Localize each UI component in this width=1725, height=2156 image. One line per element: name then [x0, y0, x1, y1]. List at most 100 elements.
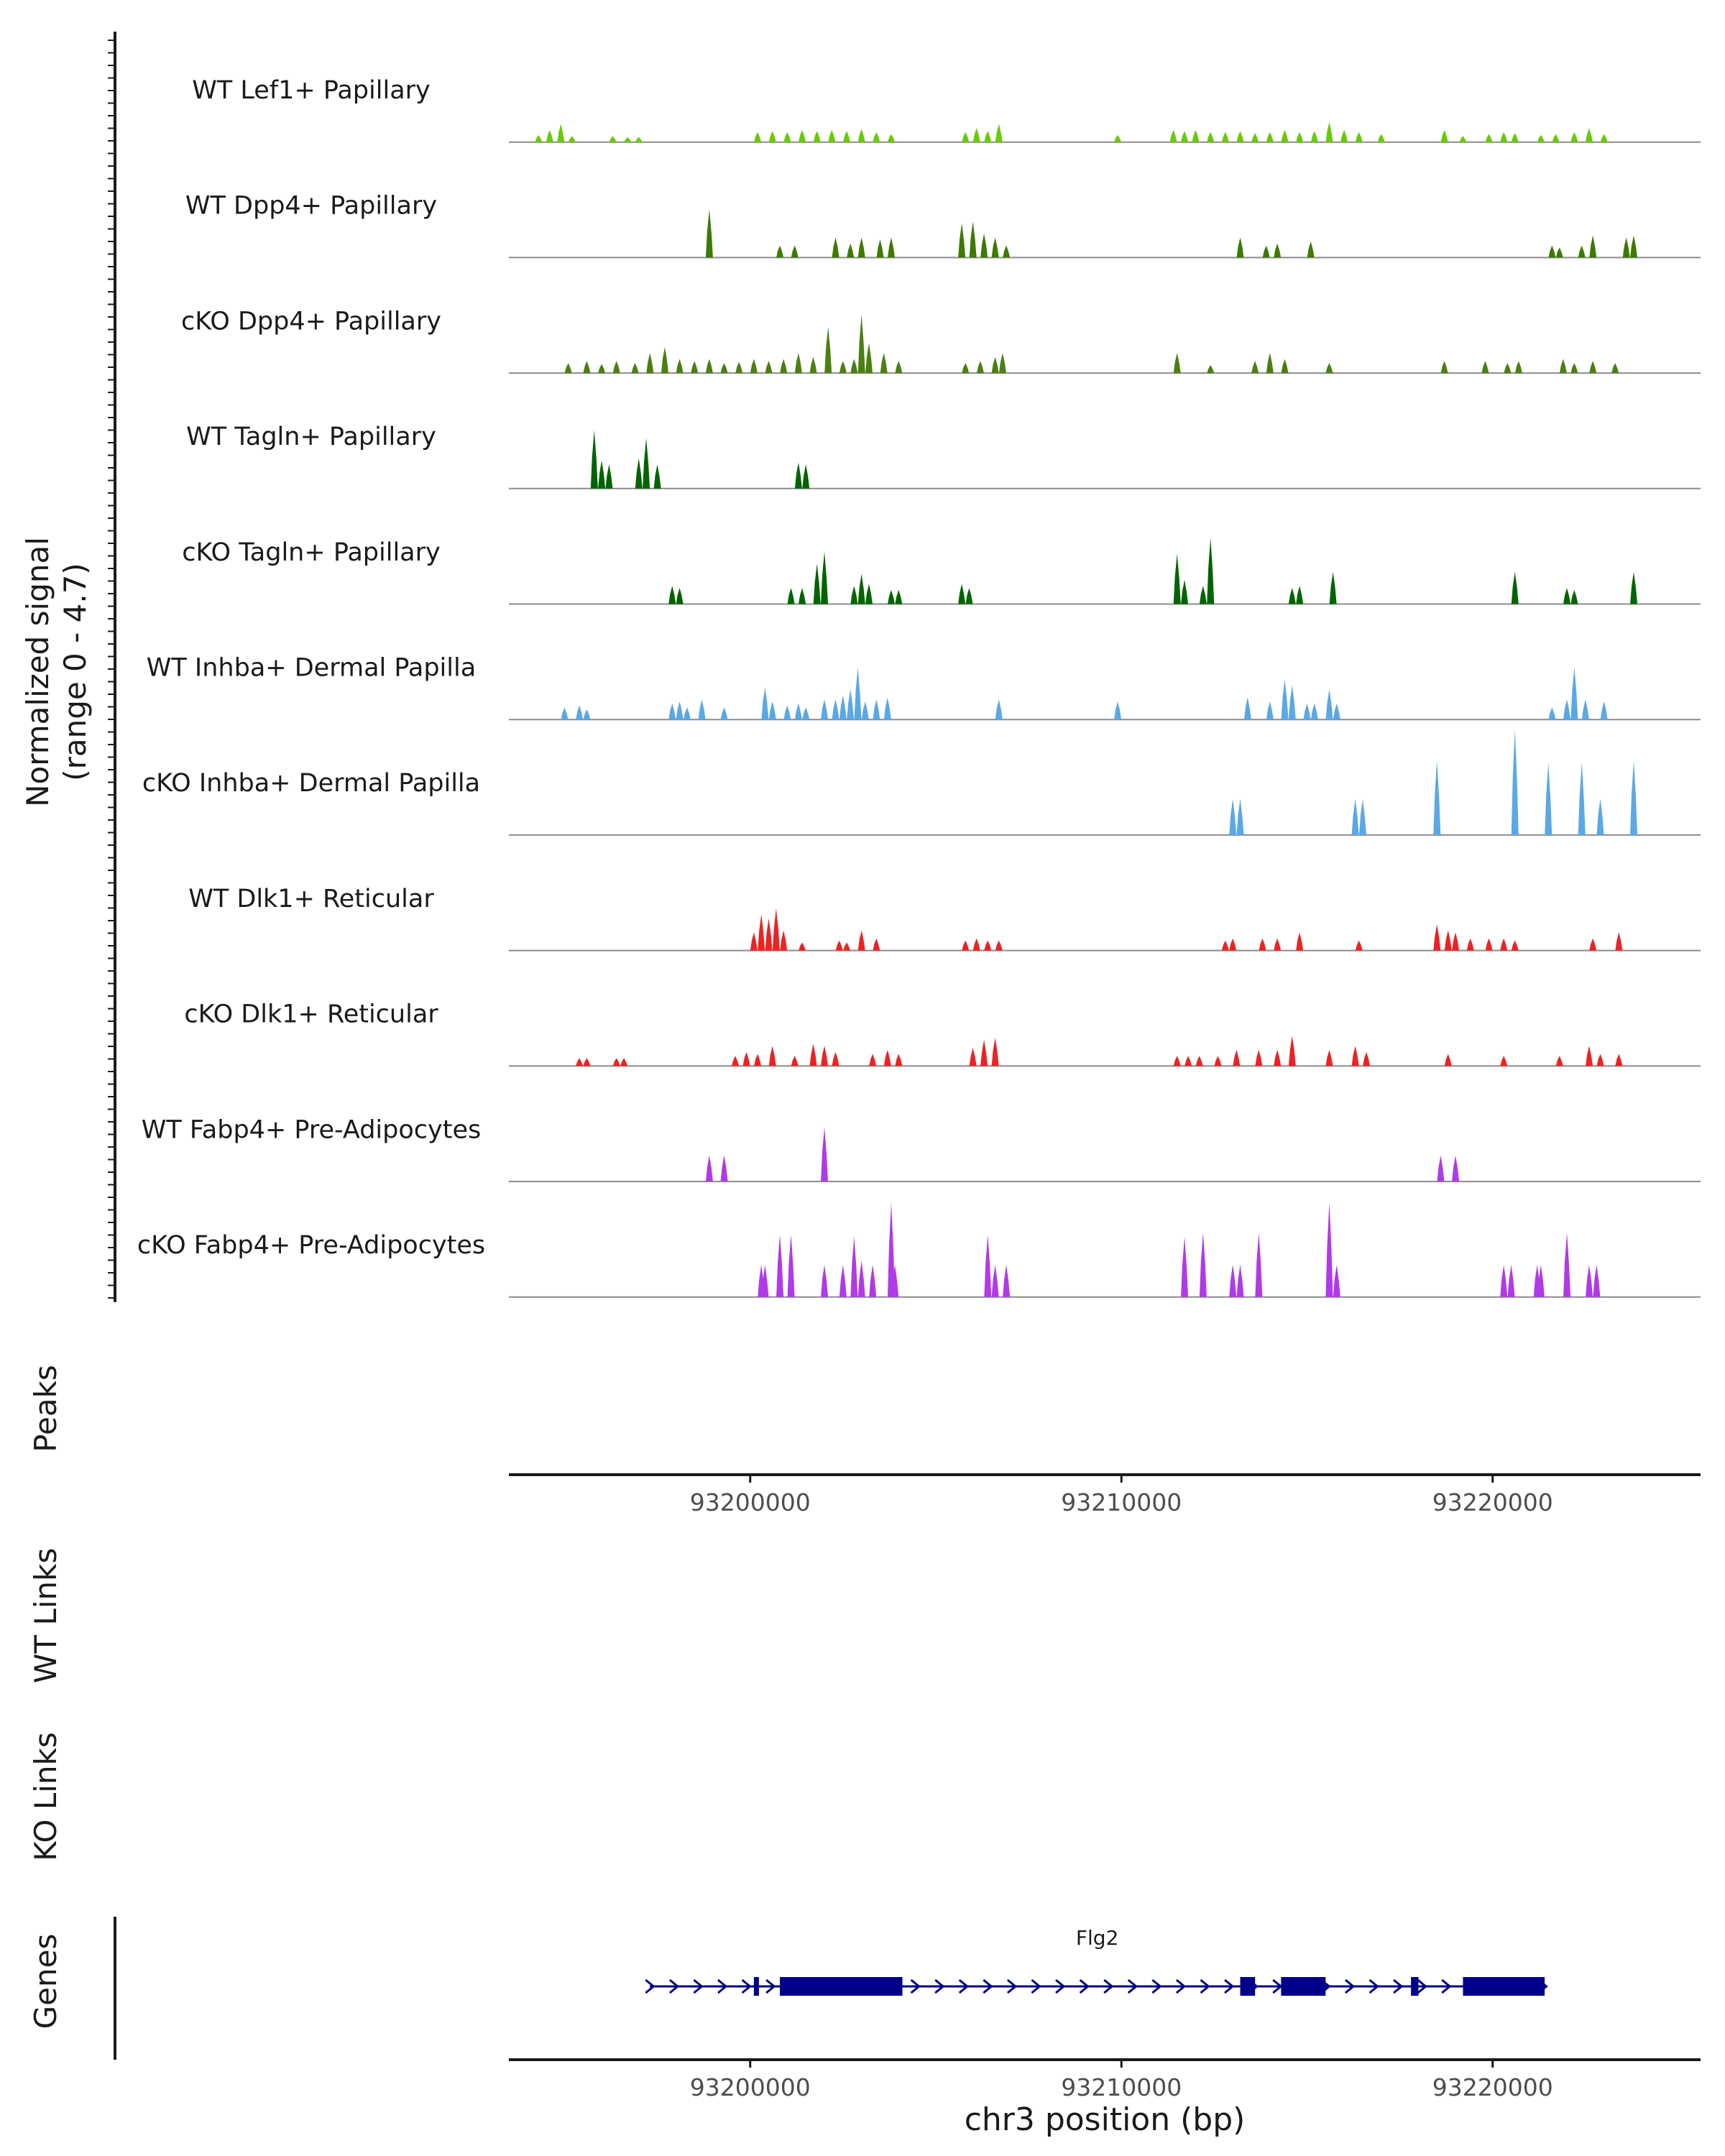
signal-peak [1184, 1056, 1192, 1067]
signal-peak [995, 940, 1003, 951]
x-axis-title: chr3 position (bp) [965, 2101, 1246, 2138]
signal-peak [869, 1264, 877, 1297]
side-panel-labels: Peaks WT Links KO Links Genes [28, 1365, 63, 2029]
signal-peak [1611, 363, 1619, 374]
signal-peak [1181, 579, 1189, 604]
signal-peak [843, 942, 851, 951]
signal-peak [873, 938, 880, 951]
signal-peak [1214, 1056, 1222, 1067]
signal-peak [883, 697, 891, 720]
signal-peak [1351, 798, 1359, 835]
strand-arrow [934, 1978, 945, 1994]
track-label: WT Lef1+ Papillary [192, 76, 431, 105]
signal-peak [557, 124, 565, 142]
strand-arrow [1200, 1978, 1210, 1994]
signal-peak [857, 129, 865, 142]
signal-peak [612, 1058, 620, 1067]
signal-peak [791, 1056, 799, 1067]
signal-peak [1570, 132, 1578, 142]
signal-peak [1199, 586, 1207, 604]
signal-peak [1615, 932, 1623, 951]
signal-peak [732, 1056, 740, 1067]
signal-peak [991, 1264, 999, 1297]
track-1: WT Lef1+ Papillary [192, 76, 1701, 143]
signal-peak [1288, 1036, 1296, 1067]
signal-peak [1351, 1046, 1359, 1067]
signal-peak [1266, 132, 1274, 142]
track-6: WT Inhba+ Dermal Papilla [147, 654, 1701, 721]
signal-peak [742, 1051, 750, 1067]
signal-peak [787, 588, 795, 604]
signal-peak [895, 589, 903, 604]
signal-peak [1485, 134, 1493, 142]
signal-peak [958, 223, 966, 258]
signal-peak [765, 918, 773, 951]
strand-arrow [668, 1978, 680, 1994]
signal-peak [605, 464, 613, 489]
signal-peak [869, 1054, 877, 1067]
signal-peak [995, 124, 1003, 142]
strand-arrow [983, 1978, 993, 1994]
signal-peak [1511, 940, 1519, 951]
track-4: WT Tagln+ Papillary [186, 423, 1701, 489]
signal-peak [1333, 703, 1340, 720]
signal-peak [1296, 932, 1304, 951]
signal-peak [705, 359, 713, 374]
signal-peak [612, 361, 620, 374]
signal-peak [883, 1049, 891, 1067]
signal-peak [620, 1058, 628, 1067]
signal-peak [1563, 1233, 1571, 1297]
signal-peak [583, 709, 591, 720]
track-11: cKO Fabp4+ Pre-Adipocytes [137, 1202, 1701, 1298]
signal-peak [1003, 1264, 1011, 1297]
signal-peak [643, 438, 650, 489]
track-label: WT Tagln+ Papillary [186, 423, 436, 451]
signal-peak [1586, 1046, 1593, 1067]
track-5: cKO Tagln+ Papillary [182, 538, 1701, 605]
signal-peak [653, 464, 661, 489]
signal-peak [1173, 553, 1181, 604]
signal-peak [969, 1048, 977, 1067]
signal-peak [546, 129, 553, 142]
signal-peak [799, 942, 806, 951]
signal-peak [668, 586, 676, 604]
signal-peak [761, 1264, 769, 1297]
signal-peak [1537, 1264, 1545, 1297]
signal-peak [1288, 588, 1296, 604]
signal-peak [1325, 1202, 1333, 1297]
signal-peak [1307, 241, 1315, 258]
signal-peak [1288, 685, 1296, 720]
signal-peak [1452, 1155, 1460, 1181]
signal-peak [1500, 132, 1508, 142]
signal-peak [668, 703, 676, 720]
signal-peak [984, 940, 992, 951]
signal-peak [1563, 699, 1571, 720]
signal-peak [821, 699, 829, 720]
signal-peak [1444, 1054, 1452, 1067]
signal-peak [821, 1127, 829, 1181]
signal-peak [1466, 938, 1474, 951]
signal-peak [1511, 571, 1519, 604]
signal-peak [1545, 763, 1552, 835]
signal-peak [965, 588, 973, 604]
signal-peak [873, 699, 880, 720]
signal-peak [1444, 930, 1452, 951]
signal-peak [1325, 363, 1333, 374]
signal-peak [1281, 129, 1289, 142]
x-tick-label: 93210000 [1061, 2073, 1182, 2101]
signal-peak [880, 353, 888, 374]
signal-peak [794, 703, 802, 720]
signal-peak [1236, 237, 1244, 258]
signal-peak [1114, 701, 1122, 720]
signal-peak [783, 705, 791, 720]
signal-peak [783, 132, 791, 142]
signal-peak [1622, 237, 1630, 258]
signal-peak [780, 359, 788, 374]
signal-peak [1325, 121, 1333, 142]
strand-arrow [645, 1978, 656, 1994]
signal-peak [1236, 131, 1244, 142]
signal-peak [1377, 134, 1385, 142]
signal-peak [1500, 938, 1508, 951]
signal-peak [1236, 1264, 1244, 1297]
signal-peak [1630, 760, 1638, 835]
